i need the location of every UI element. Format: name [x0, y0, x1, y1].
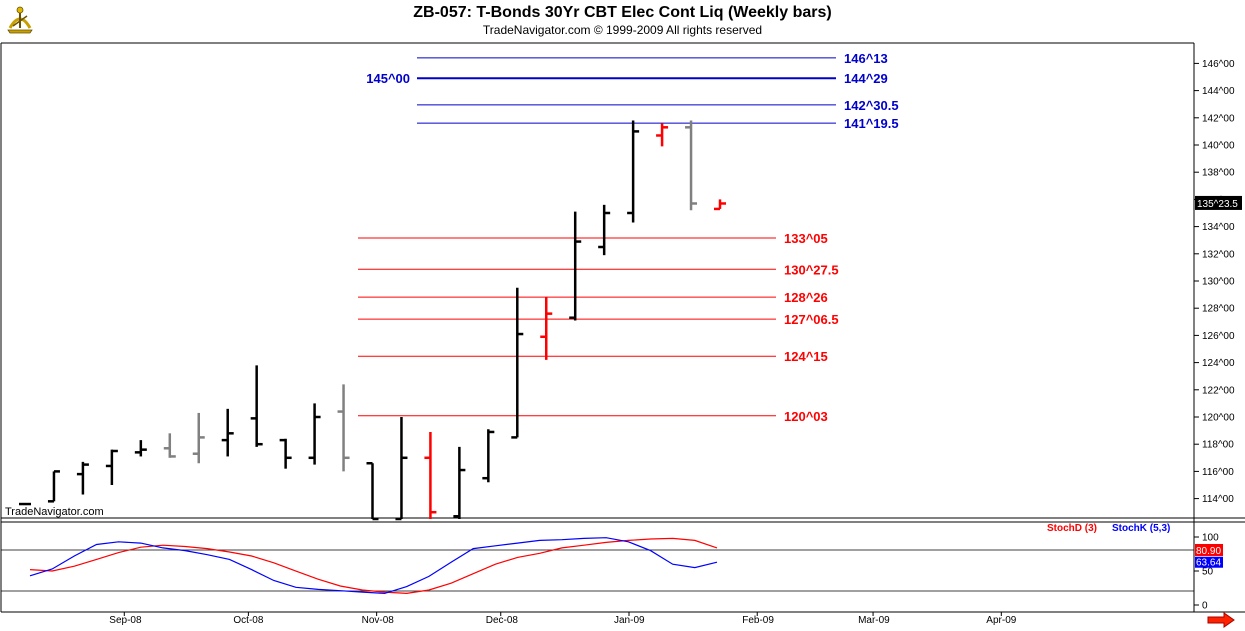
stoch-legend: StochD (3) StochK (5,3) — [1047, 523, 1170, 534]
price-y-tick-label: 130^00 — [1202, 277, 1235, 288]
stoch-k-value: 63.64 — [1196, 558, 1221, 569]
x-tick-label: Sep-08 — [109, 615, 142, 626]
level-label: 133^05 — [784, 231, 828, 246]
chart-title: ZB-057: T-Bonds 30Yr CBT Elec Cont Liq (… — [413, 4, 832, 21]
stochastic-lines — [29, 537, 718, 595]
x-tick-label: Nov-08 — [362, 615, 395, 626]
level-label: 128^26 — [784, 290, 828, 305]
price-y-tick-label: 134^00 — [1202, 222, 1235, 233]
price-y-tick-label: 126^00 — [1202, 331, 1235, 342]
ohlc-bars — [19, 120, 726, 521]
level-label: 130^27.5 — [784, 262, 839, 277]
date-x-axis: Sep-08 Oct-08 Nov-08 Dec-08 Jan-09 Feb-09 Mar-… — [109, 612, 1017, 626]
x-tick-label: Dec-08 — [486, 615, 519, 626]
level-left-label: 145^00 — [366, 71, 410, 86]
level-label: 144^29 — [844, 71, 888, 86]
level-label: 142^30.5 — [844, 98, 899, 113]
stoch-d-value: 80.90 — [1196, 546, 1221, 557]
stoch-d-value-box — [1195, 543, 1223, 556]
price-y-tick-label: 114^00 — [1202, 494, 1234, 505]
last-price-label: 135^23.5 — [1197, 199, 1238, 210]
sextant-logo-icon — [7, 6, 33, 34]
price-y-tick-label: 138^00 — [1202, 168, 1235, 179]
price-y-tick-label: 122^00 — [1202, 385, 1235, 396]
price-y-tick-label: 132^00 — [1202, 249, 1235, 260]
stoch-k-value-box — [1195, 556, 1223, 568]
support-resistance-levels: 146^13 144^29 145^00 142^30.5 141^19.5 133^05… — [358, 51, 899, 424]
x-tick-label: Apr-09 — [986, 615, 1016, 626]
price-y-tick-label: 140^00 — [1202, 141, 1235, 152]
legend-stoch-k: StochK (5,3) — [1112, 523, 1170, 534]
last-price-marker: 135^23.5 — [1195, 195, 1242, 210]
stoch-y-tick-label: 100 — [1202, 533, 1219, 544]
stoch-y-axis: 0 50 100 — [1194, 533, 1219, 612]
level-label: 124^15 — [784, 349, 828, 364]
stoch-d-line — [29, 537, 718, 595]
price-y-tick-label: 142^00 — [1202, 113, 1235, 124]
level-label: 146^13 — [844, 51, 888, 66]
stoch-y-tick-label: 50 — [1202, 567, 1214, 578]
level-label: 127^06.5 — [784, 312, 839, 327]
stoch-k-line — [29, 537, 718, 595]
price-y-tick-label: 116^00 — [1202, 467, 1234, 478]
x-tick-label: Oct-08 — [233, 615, 263, 626]
price-y-tick-label: 118^00 — [1202, 440, 1234, 451]
last-price-box — [1195, 195, 1242, 210]
legend-stoch-d: StochD (3) — [1047, 523, 1097, 534]
price-y-tick-label: 128^00 — [1202, 304, 1235, 315]
price-y-tick-label: 144^00 — [1202, 86, 1235, 97]
stoch-y-tick-label: 0 — [1202, 601, 1208, 612]
right-arrow-icon[interactable] — [1206, 612, 1236, 628]
x-tick-label: Jan-09 — [614, 615, 645, 626]
price-y-tick-label: 146^00 — [1202, 59, 1235, 70]
watermark-text: TradeNavigator.com — [5, 506, 104, 518]
price-y-tick-label: 124^00 — [1202, 358, 1235, 369]
level-label: 141^19.5 — [844, 116, 899, 131]
x-tick-label: Mar-09 — [858, 615, 890, 626]
level-label: 120^03 — [784, 409, 828, 424]
x-tick-label: Feb-09 — [742, 615, 774, 626]
price-y-tick-label: 120^00 — [1202, 413, 1235, 424]
chart-header: ZB-057: T-Bonds 30Yr CBT Elec Cont Liq (… — [0, 3, 1245, 37]
chart-subtitle: TradeNavigator.com © 1999-2009 All right… — [482, 23, 763, 37]
